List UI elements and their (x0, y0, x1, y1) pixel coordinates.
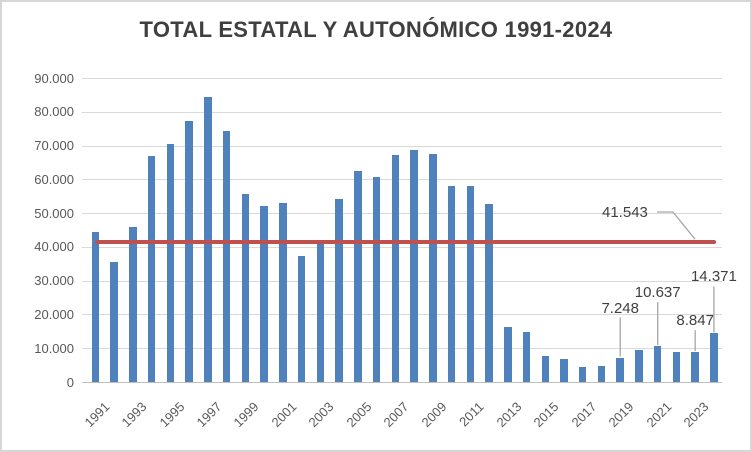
x-axis-tick-label: 2023 (680, 399, 712, 431)
bar-2001 (279, 202, 287, 382)
bar-2005 (354, 170, 362, 382)
gridline (82, 78, 722, 79)
bar-2023 (691, 352, 699, 382)
gridline (82, 246, 722, 248)
x-axis-tick-label: 2019 (605, 399, 637, 431)
gridline (82, 111, 722, 113)
y-axis-tick-label: 70.000 (34, 138, 74, 154)
data-label-2019: 7.248 (601, 299, 639, 317)
y-axis-tick-label: 60.000 (34, 171, 74, 187)
bar-1995 (166, 144, 175, 382)
bar-2016 (560, 359, 568, 382)
x-axis-tick-label: 2015 (530, 399, 562, 431)
y-axis-tick-label: 0 (66, 374, 74, 390)
leader-line (657, 211, 696, 240)
bar-1992 (110, 261, 118, 382)
gridline (82, 213, 722, 215)
bar-2019 (616, 357, 624, 382)
bar-2024 (710, 333, 718, 382)
bar-2003 (316, 243, 325, 382)
y-axis-tick-label: 10.000 (34, 340, 74, 356)
bar-2000 (260, 205, 268, 382)
bar-2021 (653, 346, 662, 382)
bar-1997 (204, 96, 212, 382)
x-axis-line (82, 382, 722, 383)
y-axis-tick-label: 30.000 (34, 273, 74, 289)
reference-line (95, 239, 716, 244)
x-axis-tick-label: 1999 (230, 399, 263, 431)
bar-2013 (504, 326, 512, 382)
bar-1996 (185, 121, 193, 382)
bar-1998 (222, 131, 231, 382)
x-axis-tick-label: 1993 (118, 399, 150, 431)
bar-2017 (578, 367, 587, 382)
data-label-2021: 10.637 (634, 284, 681, 302)
x-axis-tick-label: 1995 (156, 399, 188, 431)
gridline (82, 348, 722, 350)
bar-2007 (391, 155, 400, 382)
x-axis-tick-label: 1997 (193, 399, 225, 431)
bar-2011 (466, 186, 475, 382)
x-axis-tick-label: 2017 (568, 399, 600, 431)
y-axis-tick-label: 80.000 (34, 104, 74, 120)
bar-1999 (241, 193, 250, 382)
x-axis-tick-label: 2021 (643, 399, 675, 431)
y-axis-tick-label: 50.000 (34, 205, 74, 221)
x-axis-tick-label: 2009 (418, 399, 450, 431)
gridline (82, 280, 722, 282)
bar-2008 (410, 150, 418, 382)
gridline (82, 314, 722, 316)
bar-2012 (485, 203, 493, 382)
bar-1991 (91, 231, 100, 382)
x-axis-tick-label: 2007 (380, 399, 412, 431)
bar-2015 (541, 356, 549, 382)
bar-2020 (635, 350, 643, 382)
bar-1993 (129, 227, 137, 382)
x-axis-tick-label: 2003 (305, 399, 337, 431)
x-axis-tick-label: 2005 (343, 399, 375, 431)
bar-2022 (672, 351, 681, 382)
x-axis-tick-label: 2001 (268, 399, 300, 431)
gridline (82, 179, 722, 181)
chart-title: TOTAL ESTATAL Y AUTONÓMICO 1991-2024 (139, 17, 613, 42)
data-label-2023: 8.847 (676, 312, 714, 330)
bar-2014 (522, 332, 531, 382)
y-axis-tick-label: 20.000 (34, 306, 74, 322)
gridline (82, 145, 722, 147)
x-axis-tick-label: 2013 (493, 399, 525, 431)
bar-2010 (447, 186, 456, 382)
bar-1994 (147, 155, 156, 382)
bar-2018 (597, 365, 606, 382)
reference-line-label: 41.543 (602, 204, 648, 221)
bar-2002 (297, 256, 306, 382)
bar-2006 (372, 176, 381, 382)
x-axis-tick-label: 1991 (81, 399, 113, 431)
x-axis-tick-label: 2011 (456, 399, 487, 430)
data-label-2024: 14.371 (690, 268, 737, 286)
bar-2004 (335, 198, 343, 382)
bar-2009 (429, 154, 437, 382)
y-axis-tick-label: 40.000 (34, 239, 74, 255)
y-axis-tick-label: 90.000 (34, 70, 74, 86)
